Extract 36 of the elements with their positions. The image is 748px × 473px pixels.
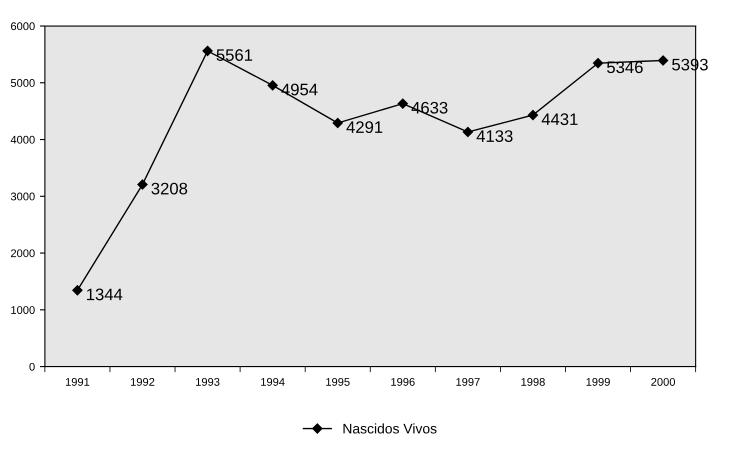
point [462, 126, 473, 138]
data-label: 5561 [216, 49, 252, 61]
x-tick-label: 2000 [651, 378, 676, 386]
y-tick-label: 0 [29, 362, 35, 371]
data-label: 4291 [346, 121, 382, 134]
legend-label: Nascidos Vivos [343, 423, 437, 434]
data-label: 4633 [412, 102, 448, 114]
point [72, 285, 83, 296]
x-tick-label: 1996 [391, 378, 415, 386]
x-tick-label: 1992 [130, 378, 154, 386]
data-label: 4133 [476, 130, 513, 142]
x-tick-label: 1999 [586, 378, 610, 386]
y-tick-label: 3000 [10, 192, 35, 200]
y-tick-label: 2000 [11, 249, 35, 258]
y-tick-label: 6000 [11, 22, 35, 30]
point [268, 80, 278, 90]
data-label: 4954 [281, 84, 318, 96]
point [332, 118, 343, 128]
y-tick-label: 4000 [10, 136, 35, 144]
x-tick-label: 1993 [196, 378, 220, 386]
x-tick-label: 1994 [261, 378, 285, 386]
x-tick-label: 1991 [66, 378, 90, 386]
point [398, 98, 408, 109]
y-tick-label: 5000 [10, 79, 35, 87]
point [592, 58, 604, 68]
point [137, 179, 148, 190]
data-label: 3208 [151, 182, 188, 195]
x-tick-label: 1997 [456, 378, 480, 386]
point [658, 55, 668, 66]
x-tick-label: 1995 [326, 378, 350, 386]
y-tick-label: 1000 [11, 306, 35, 314]
data-label: 1344 [87, 288, 122, 300]
point [202, 46, 213, 56]
point [528, 110, 538, 120]
x-tick-label: 1998 [521, 378, 545, 386]
data-label: 4431 [542, 113, 578, 126]
